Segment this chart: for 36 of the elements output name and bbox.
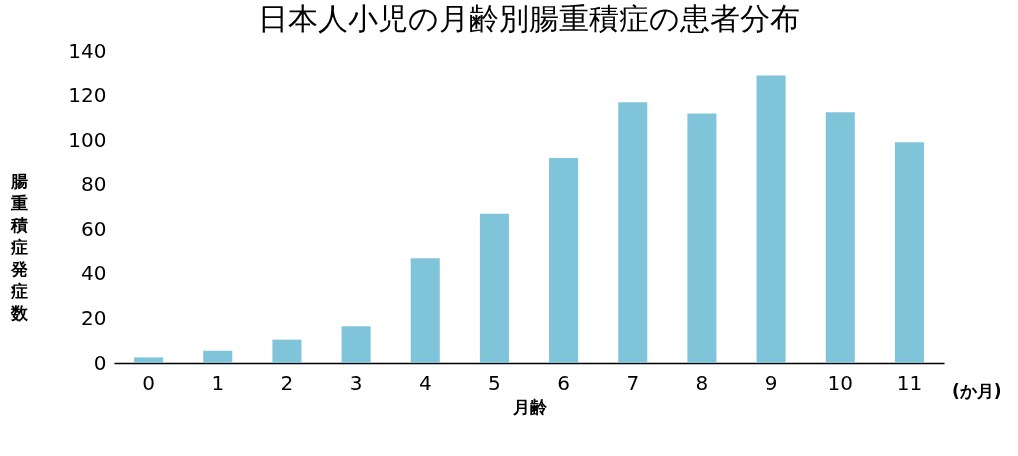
bar (410, 258, 440, 363)
bar (825, 112, 855, 363)
y-tick-label: 80 (81, 172, 107, 197)
bar (272, 339, 302, 363)
y-tick-label: 40 (81, 261, 107, 286)
bar (479, 213, 509, 363)
x-axis-title: 月齢 (511, 396, 548, 417)
y-tick-label: 100 (68, 127, 107, 152)
y-tick-label: 60 (81, 216, 107, 241)
bar (134, 357, 164, 363)
x-tick-label: 4 (418, 370, 432, 395)
bar (618, 102, 648, 363)
x-tick-label: 7 (626, 370, 640, 395)
y-tick-label: 120 (68, 83, 107, 108)
x-tick-label: 5 (488, 370, 501, 395)
chart-title: 日本人小児の月齢別腸重積症の患者分布 (258, 1, 800, 36)
bar (687, 113, 717, 363)
x-tick-label: 2 (280, 370, 294, 395)
bar (549, 157, 579, 363)
x-tick-label: 6 (557, 370, 570, 395)
y-tick-label: 20 (81, 305, 107, 330)
bar (894, 142, 924, 363)
y-tick-label: 0 (93, 350, 107, 375)
x-tick-label: 10 (827, 370, 853, 395)
x-tick-label: 0 (142, 370, 155, 395)
y-axis-title: 腸重積症発症数 (10, 170, 29, 323)
x-tick-label: 9 (764, 370, 778, 395)
x-tick-label: 11 (896, 370, 923, 395)
bar (203, 350, 233, 363)
x-tick-label: 1 (211, 370, 225, 395)
bar (341, 326, 371, 363)
text: (か月) (952, 381, 1002, 401)
bar (756, 75, 786, 363)
x-tick-label: 8 (695, 370, 709, 395)
x-tick-label: 3 (349, 370, 363, 395)
y-tick-label: 140 (68, 38, 107, 63)
